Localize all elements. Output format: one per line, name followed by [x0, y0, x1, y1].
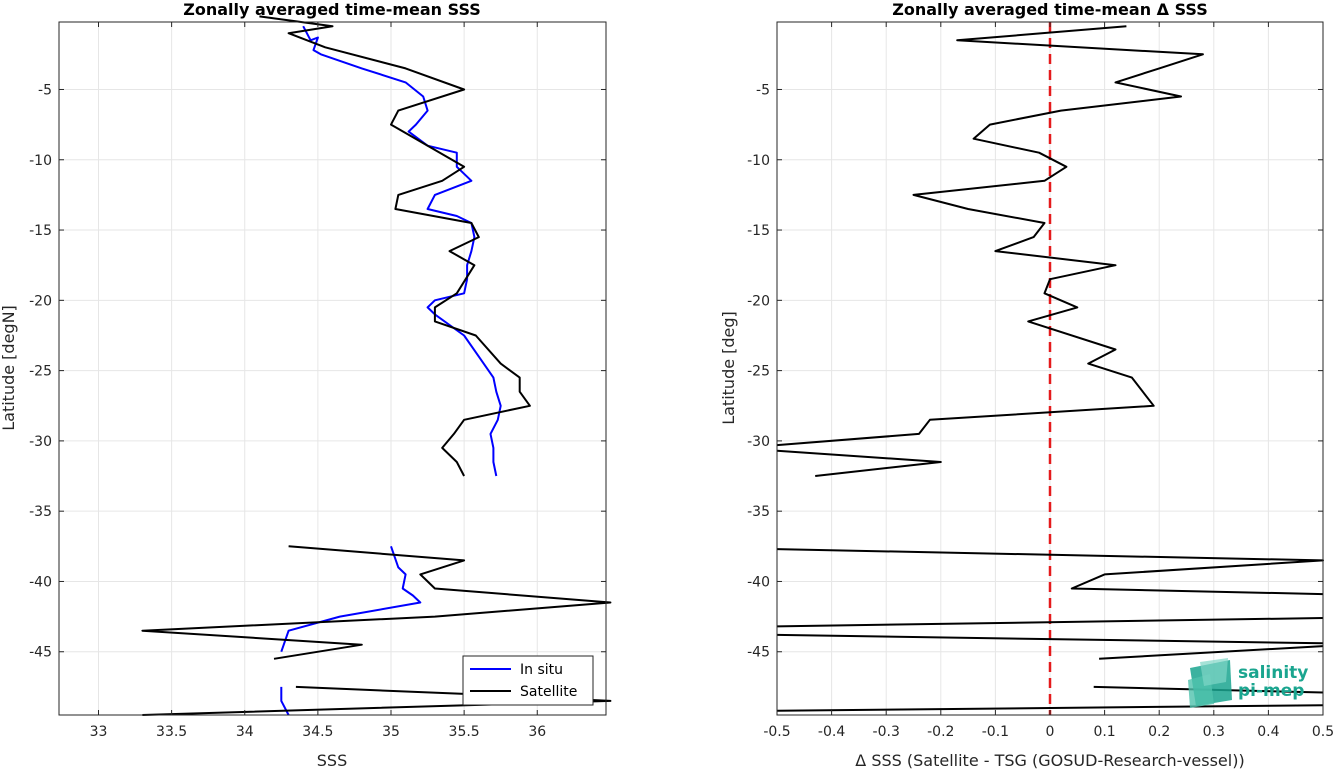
- legend-label-in-situ: In situ: [520, 662, 563, 678]
- left-chart-title: Zonally averaged time-mean SSS: [183, 0, 481, 19]
- right-x-tick-label: 0.5: [1312, 724, 1334, 740]
- logo-line2: pi-mep: [1238, 681, 1304, 701]
- left-x-tick-label: 33.5: [156, 724, 187, 740]
- left-plot-frame: [58, 21, 607, 716]
- legend-box: [462, 655, 594, 706]
- right-x-tick-label: -0.5: [763, 724, 790, 740]
- left-y-tick-label: -40: [29, 574, 52, 590]
- right-y-tick-label: -10: [747, 153, 770, 169]
- left-y-tick-label: -25: [29, 364, 52, 380]
- right-chart-title: Zonally averaged time-mean Δ SSS: [892, 0, 1208, 19]
- right-x-axis-label: Δ SSS (Satellite - TSG (GOSUD-Research-v…: [855, 751, 1244, 769]
- right-y-axis-label: Latitude [deg]: [719, 311, 738, 425]
- right-x-tick-label: -0.3: [873, 724, 900, 740]
- right-series-delta-segment: [776, 25, 1204, 447]
- left-x-tick-label: 35.5: [449, 724, 480, 740]
- left-y-tick-label: -30: [29, 434, 52, 450]
- logo-mark-icon: [1188, 658, 1232, 708]
- left-x-tick-label: 35: [382, 724, 400, 740]
- right-y-tick-label: -20: [747, 293, 770, 309]
- left-x-tick-label: 34.5: [302, 724, 333, 740]
- right-y-tick-label: -5: [756, 82, 770, 98]
- right-x-tick-label: 0.1: [1093, 724, 1115, 740]
- left-chart: Zonally averaged time-mean SSS 33 33.5 34 3…: [0, 0, 612, 769]
- right-y-tick-label: -15: [747, 223, 770, 239]
- salinity-pi-mep-logo: salinity pi-mep: [1188, 658, 1308, 708]
- right-x-ticks: -0.5 -0.4 -0.3 -0.2 -0.1 0 0.1 0.2 0.3 0.4 0.5: [763, 22, 1334, 740]
- right-x-tick-label: -0.2: [927, 724, 954, 740]
- right-y-ticks: -5 -10 -15 -20 -25 -30 -35 -40 -45: [747, 82, 1323, 661]
- logo-line1: salinity: [1238, 663, 1308, 683]
- right-y-tick-label: -35: [747, 504, 770, 520]
- right-series-delta-segment: [776, 449, 942, 477]
- right-y-tick-label: -25: [747, 364, 770, 380]
- left-y-tick-label: -15: [29, 223, 52, 239]
- right-x-tick-label: 0.4: [1257, 724, 1279, 740]
- left-y-tick-label: -35: [29, 504, 52, 520]
- left-x-tick-label: 36: [528, 724, 546, 740]
- right-y-tick-label: -40: [747, 574, 770, 590]
- right-series-delta-segment: [776, 704, 1324, 712]
- right-series-delta-segment: [776, 617, 1324, 628]
- left-series-in-situ-segment: [280, 545, 422, 653]
- left-x-tick-label: 33: [90, 724, 108, 740]
- left-y-tick-label: -45: [29, 645, 52, 661]
- right-series-delta-segment: [1099, 645, 1324, 660]
- legend: In situ Satellite: [462, 655, 594, 706]
- left-x-ticks: 33 33.5 34 34.5 35 35.5 36: [90, 22, 546, 740]
- right-series-delta-segment: [776, 633, 1324, 645]
- right-x-tick-label: 0: [1046, 724, 1055, 740]
- right-x-tick-label: -0.4: [818, 724, 845, 740]
- right-series-delta-segment: [776, 548, 1324, 596]
- right-x-tick-label: 0.2: [1148, 724, 1170, 740]
- left-y-tick-label: -20: [29, 293, 52, 309]
- right-y-tick-label: -30: [747, 434, 770, 450]
- left-series-satellite-segment: [141, 545, 612, 660]
- left-grid: [59, 22, 606, 715]
- right-y-tick-label: -45: [747, 645, 770, 661]
- left-y-tick-label: -10: [29, 153, 52, 169]
- left-y-axis-label: Latitude [degN]: [0, 305, 18, 431]
- left-x-tick-label: 34: [236, 724, 254, 740]
- left-y-ticks: -5 -10 -15 -20 -25 -30 -35 -40 -45: [29, 82, 606, 661]
- right-x-tick-label: 0.3: [1203, 724, 1225, 740]
- left-x-axis-label: SSS: [317, 751, 347, 769]
- right-x-tick-label: -0.1: [982, 724, 1009, 740]
- right-chart: Zonally averaged time-mean Δ SSS -0.5 -0.…: [719, 0, 1334, 769]
- left-y-tick-label: -5: [38, 82, 52, 98]
- right-series-lines: [776, 22, 1324, 715]
- legend-label-satellite: Satellite: [520, 684, 577, 700]
- left-series-satellite-segment: [259, 15, 531, 477]
